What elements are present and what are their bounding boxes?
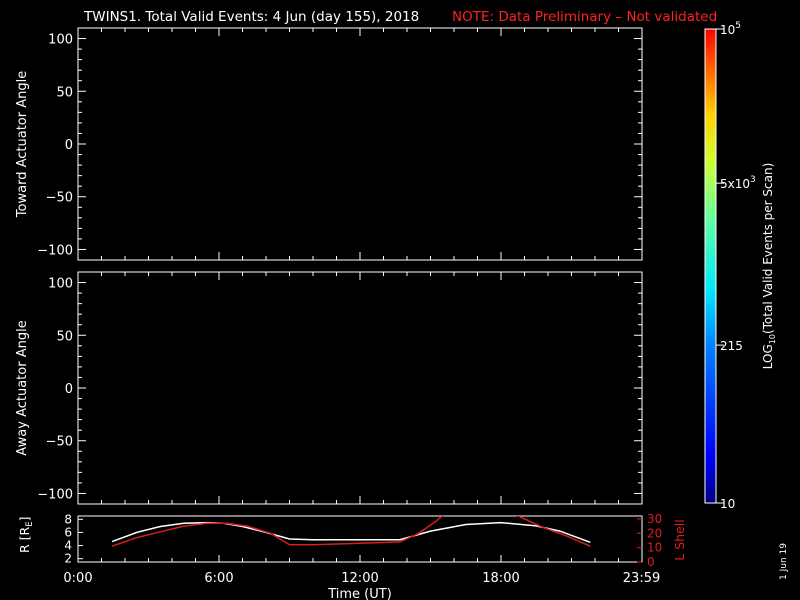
- colorbar-label: LOG10(Total Valid Events per Scan): [761, 163, 777, 370]
- y-tick-label-lshell: 20: [647, 526, 662, 540]
- y-tick-label-r: 8: [64, 512, 72, 526]
- heatmap-panel-toward: 100 50 0 −50 −100 Toward Actuator Angle: [15, 27, 643, 261]
- colorbar-gradient: [704, 28, 717, 504]
- y-axis-toward: 100 50 0 −50 −100: [37, 28, 643, 260]
- x-tick-label: 23:59: [623, 571, 660, 586]
- heatmap-panel-away: 100 50 0 −50 −100 Away Actuator Angle: [15, 271, 643, 505]
- y-tick-label: −50: [46, 435, 73, 450]
- r-distance-line: [111, 521, 591, 544]
- x-tick-label: 18:00: [482, 571, 519, 586]
- y-tick-label: −100: [37, 487, 73, 502]
- x-tick-label: 6:00: [204, 571, 233, 586]
- y-axis-label-toward: Toward Actuator Angle: [15, 71, 30, 218]
- x-axis-label: Time (UT): [327, 587, 392, 600]
- y-tick-label: 100: [48, 277, 73, 292]
- y-tick-label: 50: [56, 329, 73, 344]
- y-tick-label: −100: [37, 243, 73, 258]
- y-tick-label-r: 4: [64, 539, 72, 553]
- y-tick-label: 0: [65, 138, 73, 153]
- y-tick-label-r: 2: [64, 552, 72, 566]
- y-axis-away: 100 50 0 −50 −100: [37, 272, 643, 504]
- chart-title: TWINS1. Total Valid Events: 4 Jun (day 1…: [83, 9, 419, 25]
- y-axis-label-away: Away Actuator Angle: [15, 320, 30, 455]
- date-stamp: 1 Jun 19: [779, 543, 789, 580]
- y-axis-label-r: R [RE]: [17, 517, 35, 554]
- colorbar: 105 5x103 215 10 LOG10(Total Valid Events p…: [704, 21, 777, 511]
- colorbar-tick-label: 215: [720, 339, 743, 353]
- x-axis-time: 0:00 6:00 12:00 18:00 23:59: [63, 555, 660, 586]
- colorbar-ticks: 105 5x103 215 10: [716, 21, 756, 511]
- x-tick-label: 12:00: [341, 571, 378, 586]
- lshell-line: [111, 516, 591, 547]
- y-tick-label: 100: [48, 33, 73, 48]
- y-tick-label: −50: [46, 191, 73, 206]
- y-axis-label-lshell: L Shell: [672, 519, 687, 560]
- preliminary-note: NOTE: Data Preliminary – Not validated: [452, 9, 717, 25]
- y-tick-label: 50: [56, 85, 73, 100]
- colorbar-tick-label: 5x103: [720, 175, 756, 191]
- colorbar-tick-label: 105: [720, 21, 741, 37]
- x-tick-label: 0:00: [63, 571, 92, 586]
- y-tick-label-lshell: 0: [647, 555, 655, 569]
- y-tick-label: 0: [65, 382, 73, 397]
- y-tick-label-lshell: 10: [647, 541, 662, 555]
- y-tick-label-r: 6: [64, 525, 72, 539]
- orbit-lines: [111, 516, 591, 547]
- colorbar-tick-label: 10: [720, 497, 735, 511]
- y-tick-label-lshell: 30: [647, 512, 662, 526]
